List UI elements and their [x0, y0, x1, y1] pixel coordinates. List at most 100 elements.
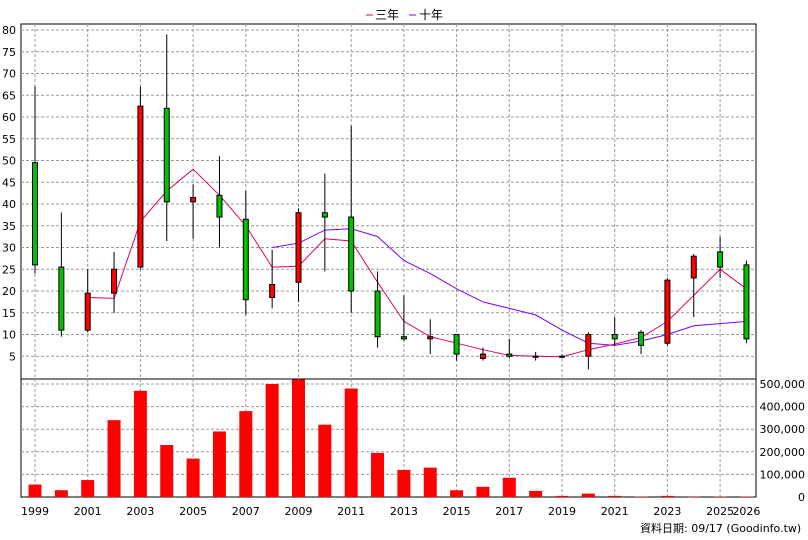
- candle-body: [453, 334, 460, 355]
- plot-border: [20, 23, 757, 498]
- year-tick-label: 2009: [285, 505, 313, 518]
- candle-body: [111, 268, 118, 294]
- candle-body: [427, 336, 434, 340]
- volume-tick-label: 400,000: [760, 401, 806, 414]
- volume-bar: [450, 490, 464, 497]
- candle-body: [348, 216, 355, 292]
- year-tick-label: 2021: [601, 505, 629, 518]
- price-tick-label: 70: [2, 68, 16, 81]
- year-tick-label: 2017: [495, 505, 523, 518]
- candle-body: [717, 251, 724, 268]
- moving-average-lines: [87, 168, 747, 358]
- price-tick-label: 65: [2, 89, 16, 102]
- volume-bar: [687, 496, 701, 498]
- volume-bar: [739, 496, 753, 498]
- year-tick-label: 2025: [706, 505, 734, 518]
- candle-body: [321, 212, 328, 218]
- year-tick-label: 2013: [390, 505, 418, 518]
- volume-bar: [555, 495, 569, 497]
- volume-bar: [28, 484, 42, 497]
- price-tick-label: 20: [2, 285, 16, 298]
- year-tick-label: 2015: [443, 505, 471, 518]
- candle-body: [743, 264, 750, 340]
- candle-body: [216, 194, 223, 218]
- candle-body: [611, 334, 618, 340]
- year-tick-label: 2011: [337, 505, 365, 518]
- candle-body: [400, 336, 407, 340]
- price-tick-label: 80: [2, 24, 16, 37]
- volume-bar: [265, 384, 279, 497]
- price-tick-label: 55: [2, 133, 16, 146]
- volume-bar: [397, 469, 411, 497]
- year-tick-label: 2001: [74, 505, 102, 518]
- price-tick-label: 40: [2, 198, 16, 211]
- volume-bar: [502, 477, 516, 497]
- volume-axis-ticks: 0 100,000 200,000 300,000 400,000 500,000: [760, 378, 806, 504]
- price-tick-label: 15: [2, 307, 16, 320]
- candle-body: [269, 283, 276, 299]
- year-tick-label: 2007: [232, 505, 260, 518]
- price-tick-label: 50: [2, 155, 16, 168]
- volume-bar: [292, 379, 305, 497]
- volume-bar: [581, 493, 595, 497]
- candle-body: [374, 290, 381, 338]
- volume-bar: [634, 496, 648, 498]
- volume-bar: [160, 445, 174, 497]
- candle-body: [58, 266, 65, 331]
- volume-tick-label: 300,000: [760, 423, 806, 436]
- candle-body: [585, 334, 592, 357]
- volume-bar: [476, 486, 490, 497]
- volume-bar: [107, 420, 121, 497]
- legend-label-ten-year: 十年: [419, 8, 443, 22]
- year-tick-label: 2005: [179, 505, 207, 518]
- year-tick-label: 2019: [548, 505, 576, 518]
- chart-legend: 三年 十年: [366, 8, 443, 22]
- candle-body: [163, 107, 170, 203]
- volume-bar: [608, 495, 622, 497]
- candle-body: [32, 162, 38, 266]
- volume-bar: [54, 490, 68, 497]
- price-axis-ticks: 5 10 15 20 25 30 35 40 45 50 55 60 65 70 75 80: [2, 24, 16, 363]
- price-tick-label: 25: [2, 263, 16, 276]
- price-tick-label: 45: [2, 176, 16, 189]
- candle-body: [190, 196, 197, 203]
- legend-label-three-year: 三年: [375, 8, 399, 22]
- candle-body: [664, 279, 671, 344]
- candle-body: [506, 353, 513, 357]
- candle-body: [690, 255, 697, 279]
- candle-body: [479, 353, 486, 359]
- candle-body: [242, 218, 249, 301]
- year-tick-label: 2026: [732, 505, 760, 518]
- year-tick-label: 1999: [21, 505, 49, 518]
- volume-bar: [212, 431, 226, 497]
- volume-bar: [318, 424, 332, 497]
- price-tick-label: 10: [2, 329, 16, 342]
- candle-body: [295, 212, 302, 283]
- candle-body: [137, 105, 144, 268]
- price-tick-label: 35: [2, 220, 16, 233]
- volume-tick-label: 500,000: [760, 378, 806, 391]
- volume-bars: [28, 379, 753, 498]
- volume-tick-label: 0: [798, 491, 805, 504]
- candle-body: [559, 355, 565, 358]
- price-tick-label: 60: [2, 111, 16, 124]
- volume-bar: [81, 480, 95, 497]
- volume-bar: [239, 411, 253, 497]
- volume-tick-label: 200,000: [760, 446, 806, 459]
- year-tick-label: 2003: [126, 505, 154, 518]
- price-tick-label: 30: [2, 242, 16, 255]
- year-tick-label: 2023: [653, 505, 681, 518]
- volume-tick-label: 100,000: [760, 468, 806, 481]
- ma-three-year-line: [87, 168, 747, 358]
- volume-bar: [529, 490, 543, 497]
- candle-body: [638, 331, 645, 346]
- volume-bar: [423, 467, 437, 497]
- data-date-source: 資料日期: 09/17 (Goodinfo.tw): [640, 521, 801, 535]
- price-tick-label: 75: [2, 46, 16, 59]
- plot-frames: [20, 23, 757, 498]
- price-tick-label: 5: [9, 350, 16, 363]
- candle-body: [532, 355, 539, 358]
- volume-bar: [371, 452, 385, 497]
- volume-bar: [713, 496, 727, 498]
